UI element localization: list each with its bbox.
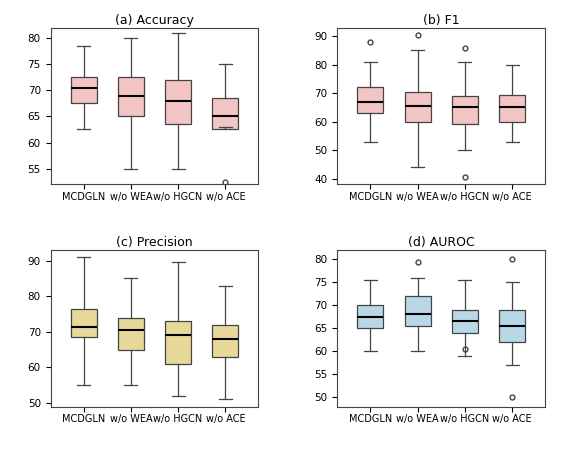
PathPatch shape: [357, 87, 383, 113]
PathPatch shape: [405, 92, 430, 122]
PathPatch shape: [165, 80, 191, 124]
PathPatch shape: [405, 296, 430, 326]
PathPatch shape: [118, 317, 144, 350]
Title: (b) F1: (b) F1: [423, 13, 460, 26]
Title: (c) Precision: (c) Precision: [116, 236, 193, 249]
PathPatch shape: [499, 95, 525, 122]
PathPatch shape: [71, 309, 97, 337]
PathPatch shape: [212, 325, 238, 357]
PathPatch shape: [452, 96, 478, 124]
PathPatch shape: [499, 310, 525, 342]
PathPatch shape: [452, 310, 478, 333]
PathPatch shape: [212, 98, 238, 129]
PathPatch shape: [118, 77, 144, 116]
PathPatch shape: [357, 305, 383, 328]
Title: (d) AUROC: (d) AUROC: [408, 236, 475, 249]
PathPatch shape: [165, 321, 191, 364]
PathPatch shape: [71, 77, 97, 103]
Title: (a) Accuracy: (a) Accuracy: [115, 13, 194, 26]
